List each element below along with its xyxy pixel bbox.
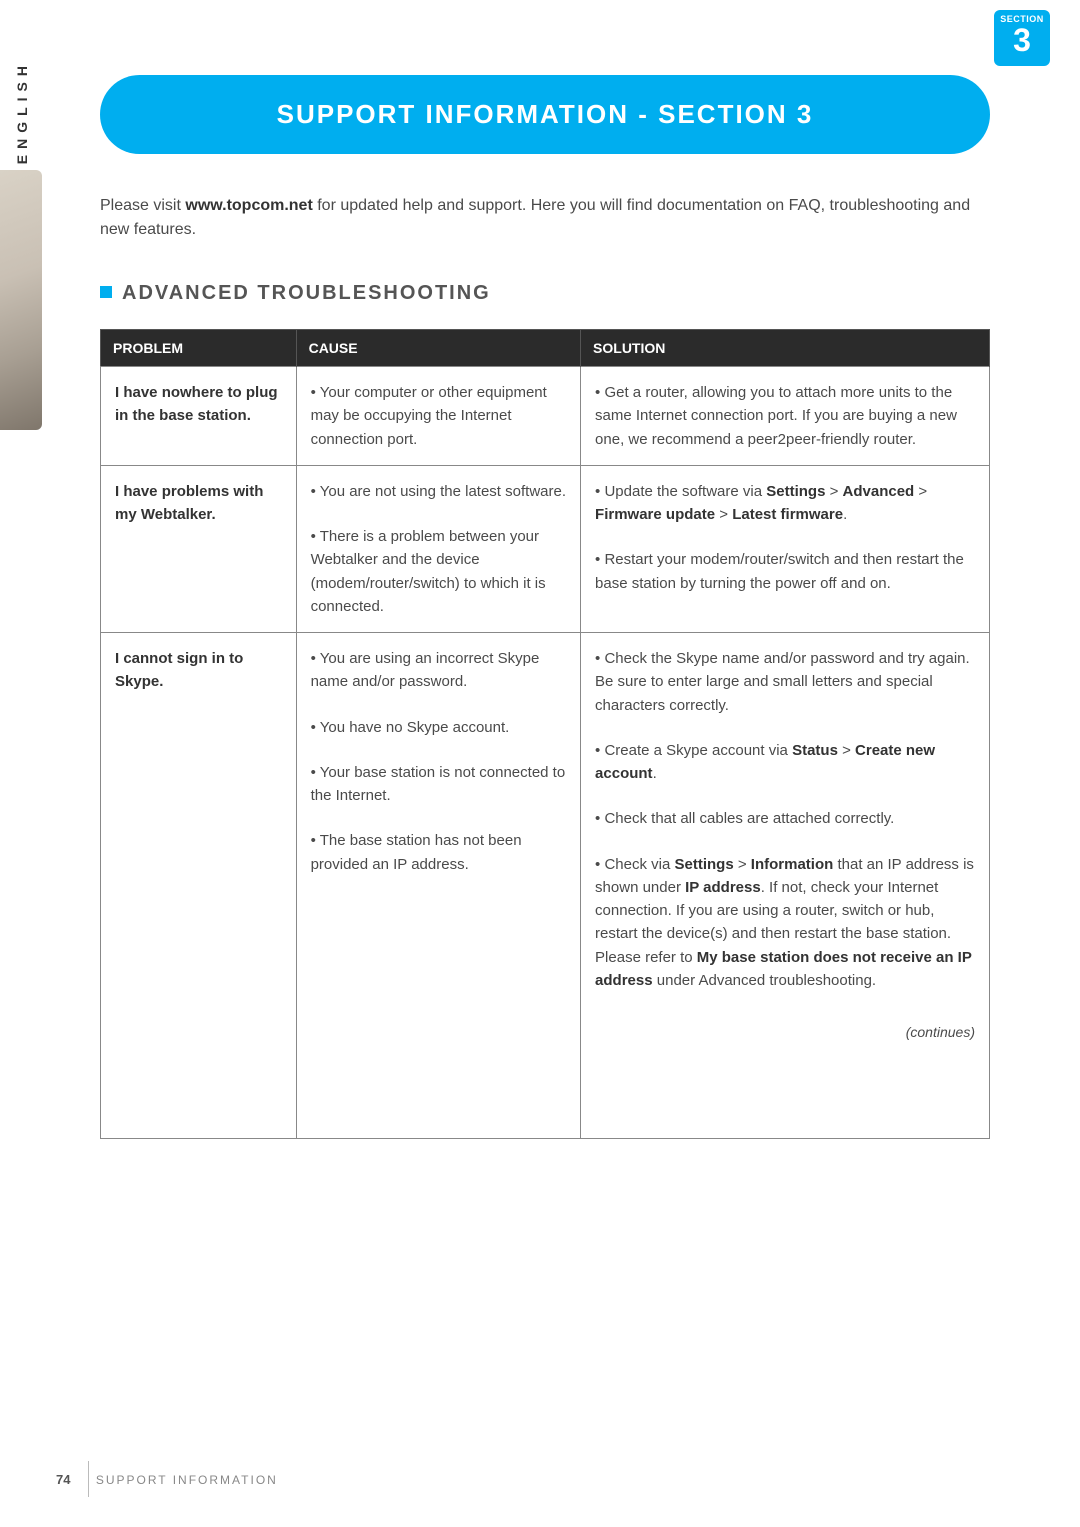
page-footer: 74 SUPPORT INFORMATION bbox=[56, 1472, 278, 1487]
cause-item: • The base station has not been provided… bbox=[311, 829, 566, 876]
page-content: SUPPORT INFORMATION - SECTION 3 Please v… bbox=[100, 75, 990, 1139]
bold: Firmware update bbox=[595, 506, 715, 523]
cell-problem: I have nowhere to plug in the base stati… bbox=[101, 367, 297, 466]
page-number: 74 bbox=[56, 1472, 70, 1487]
cell-cause: • Your computer or other equipment may b… bbox=[296, 367, 580, 466]
bold: Advanced bbox=[843, 483, 915, 500]
cause-item: • Your computer or other equipment may b… bbox=[311, 381, 566, 451]
troubleshooting-table: PROBLEM CAUSE SOLUTION I have nowhere to… bbox=[100, 329, 990, 1139]
bold: Settings bbox=[675, 856, 734, 873]
cell-solution: • Check the Skype name and/or password a… bbox=[581, 633, 990, 1139]
text: > bbox=[734, 856, 751, 873]
text: under Advanced troubleshooting. bbox=[653, 972, 877, 989]
bold: IP address bbox=[685, 879, 761, 896]
continues-label: (continues) bbox=[595, 1022, 975, 1044]
section-tab: SECTION 3 bbox=[994, 10, 1050, 66]
footer-label: SUPPORT INFORMATION bbox=[96, 1473, 278, 1487]
solution-item: • Check that all cables are attached cor… bbox=[595, 807, 975, 830]
cause-item: • Your base station is not connected to … bbox=[311, 761, 566, 808]
solution-item: • Restart your modem/router/switch and t… bbox=[595, 548, 975, 595]
bold: Information bbox=[751, 856, 834, 873]
section-tab-number: 3 bbox=[994, 24, 1050, 56]
subheading: ADVANCED TROUBLESHOOTING bbox=[100, 282, 990, 305]
text: • Create a Skype account via bbox=[595, 742, 792, 759]
text: > bbox=[825, 483, 842, 500]
language-tab: ENGLISH bbox=[14, 60, 30, 164]
bold: Status bbox=[792, 742, 838, 759]
text: • Update the software via bbox=[595, 483, 766, 500]
intro-link: www.topcom.net bbox=[185, 197, 312, 214]
intro-text: Please visit www.topcom.net for updated … bbox=[100, 194, 990, 242]
col-solution: SOLUTION bbox=[581, 330, 990, 367]
solution-item: • Check the Skype name and/or password a… bbox=[595, 647, 975, 717]
cell-cause: • You are using an incorrect Skype name … bbox=[296, 633, 580, 1139]
page-title: SUPPORT INFORMATION - SECTION 3 bbox=[100, 75, 990, 154]
cause-item: • You are using an incorrect Skype name … bbox=[311, 647, 566, 694]
solution-item: • Get a router, allowing you to attach m… bbox=[595, 381, 975, 451]
solution-item: • Update the software via Settings > Adv… bbox=[595, 480, 975, 527]
col-problem: PROBLEM bbox=[101, 330, 297, 367]
cell-solution: • Get a router, allowing you to attach m… bbox=[581, 367, 990, 466]
cell-problem: I cannot sign in to Skype. bbox=[101, 633, 297, 1139]
bold: Settings bbox=[766, 483, 825, 500]
text: > bbox=[838, 742, 855, 759]
text: . bbox=[843, 506, 847, 523]
cause-item: • You are not using the latest software. bbox=[311, 480, 566, 503]
intro-pre: Please visit bbox=[100, 197, 185, 214]
cause-item: • There is a problem between your Webtal… bbox=[311, 525, 566, 618]
cell-problem: I have problems with my Webtalker. bbox=[101, 465, 297, 632]
text: > bbox=[715, 506, 732, 523]
square-bullet-icon bbox=[100, 286, 112, 298]
bold: Latest firmware bbox=[732, 506, 843, 523]
col-cause: CAUSE bbox=[296, 330, 580, 367]
table-row: I cannot sign in to Skype. • You are usi… bbox=[101, 633, 990, 1139]
solution-item: • Create a Skype account via Status > Cr… bbox=[595, 739, 975, 786]
cell-solution: • Update the software via Settings > Adv… bbox=[581, 465, 990, 632]
text: . bbox=[653, 765, 657, 782]
table-row: I have nowhere to plug in the base stati… bbox=[101, 367, 990, 466]
table-row: I have problems with my Webtalker. • You… bbox=[101, 465, 990, 632]
solution-item: • Check via Settings > Information that … bbox=[595, 853, 975, 993]
cause-item: • You have no Skype account. bbox=[311, 716, 566, 739]
text: > bbox=[914, 483, 927, 500]
side-photo bbox=[0, 170, 42, 430]
table-header-row: PROBLEM CAUSE SOLUTION bbox=[101, 330, 990, 367]
text: • Check via bbox=[595, 856, 674, 873]
cell-cause: • You are not using the latest software.… bbox=[296, 465, 580, 632]
subheading-text: ADVANCED TROUBLESHOOTING bbox=[122, 282, 491, 304]
